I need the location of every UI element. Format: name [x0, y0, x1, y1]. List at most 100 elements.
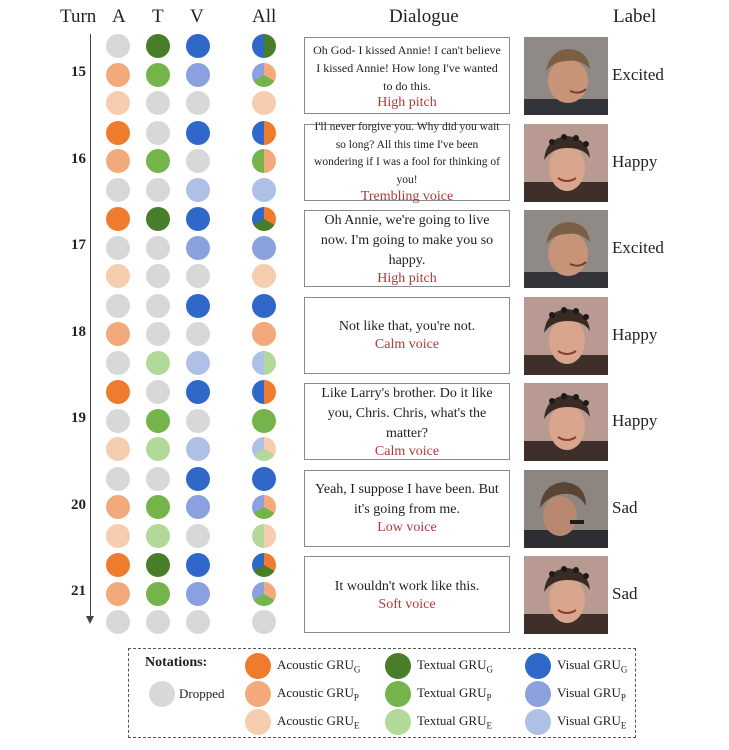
- fused-state-circle: [252, 264, 276, 288]
- state-circle-visual-g: [186, 120, 210, 145]
- legend-textual-e-label: Textual GRUE: [417, 713, 492, 731]
- emotion-label: Happy: [612, 324, 658, 344]
- state-circle-dropped: [146, 235, 170, 260]
- dialogue-box: I'll never forgive you. Why did you wait…: [304, 121, 510, 204]
- textual-header: T: [152, 6, 164, 27]
- dialogue-text: Oh Annie, we're going to live now. I'm g…: [320, 212, 494, 268]
- emotion-label: Sad: [612, 584, 638, 603]
- turn-number: 17: [71, 237, 86, 253]
- speaker-face-image: [524, 383, 608, 461]
- legend-acoustic-p-label: Acoustic GRUP: [277, 685, 359, 703]
- state-circle-acoustic-e: [106, 523, 130, 548]
- dialogue-header: Dialogue: [389, 6, 459, 27]
- state-circle-acoustic-e: [106, 437, 130, 461]
- dialogue-text: I'll never forgive you. Why did you wait…: [314, 121, 500, 186]
- dialogue-box: Oh God- I kissed Annie! I can't believe …: [304, 37, 510, 114]
- state-circle-visual-g: [186, 293, 210, 318]
- state-circle-dropped: [106, 408, 130, 433]
- state-circle-visual-g: [186, 553, 210, 577]
- dialogue-box: It wouldn't work like this. Soft voice: [304, 556, 510, 633]
- fused-state-circle: [252, 523, 276, 548]
- legend-acoustic-e-swatch: [245, 709, 271, 735]
- state-circle-textual-e: [146, 437, 170, 461]
- legend-dropped-swatch: [149, 681, 175, 707]
- dialogue-box: Yeah, I suppose I have been. But it's go…: [304, 469, 510, 547]
- state-circle-textual-p: [146, 581, 170, 606]
- state-circle-visual-e: [186, 350, 210, 375]
- voice-annotation: High pitch: [377, 270, 437, 286]
- state-circle-textual-p: [146, 62, 170, 87]
- legend-textual-g-swatch: [385, 653, 411, 679]
- state-circle-dropped: [146, 120, 170, 145]
- turn-timeline-line: [90, 34, 91, 618]
- dialogue-box: Not like that, you're not. Calm voice: [304, 296, 510, 374]
- fused-state-circle: [252, 207, 276, 231]
- legend-visual-p-label: Visual GRUP: [557, 685, 626, 703]
- fused-state-circle: [252, 149, 276, 173]
- turn-number: 16: [71, 150, 86, 167]
- state-circle-textual-e: [146, 350, 170, 375]
- state-circle-textual-g: [146, 553, 170, 577]
- state-circle-acoustic-e: [106, 264, 130, 288]
- state-circle-acoustic-e: [106, 91, 130, 115]
- voice-annotation: Trembling voice: [360, 189, 454, 204]
- state-circle-dropped: [186, 264, 210, 288]
- legend-box: Notations: Dropped Acoustic GRUG Acousti…: [128, 648, 636, 738]
- legend-acoustic-g-swatch: [245, 653, 271, 679]
- fused-state-circle: [252, 408, 276, 433]
- fused-state-circle: [252, 120, 276, 145]
- dialogue-text: Like Larry's brother. Do it like you, Ch…: [321, 385, 493, 441]
- fused-state-circle: [252, 235, 276, 260]
- legend-visual-e-swatch: [525, 709, 551, 735]
- fused-state-circle: [252, 91, 276, 115]
- state-circle-dropped: [106, 293, 130, 318]
- legend-dropped-label: Dropped: [179, 686, 225, 701]
- dialogue-box: Oh Annie, we're going to live now. I'm g…: [304, 210, 510, 287]
- state-circle-visual-g: [186, 207, 210, 231]
- legend-visual-g-label: Visual GRUG: [557, 657, 628, 675]
- turn-number: 18: [71, 323, 86, 340]
- state-circle-visual-p: [186, 235, 210, 260]
- state-circle-dropped: [146, 264, 170, 288]
- state-circle-visual-p: [186, 581, 210, 606]
- emotion-label: Excited: [612, 65, 664, 84]
- legend-textual-p-label: Textual GRUP: [417, 685, 492, 703]
- state-circle-dropped: [186, 149, 210, 173]
- speaker-face-image: [524, 123, 608, 202]
- fused-state-circle: [252, 581, 276, 606]
- turn-timeline-arrowhead: [86, 616, 94, 624]
- state-circle-dropped: [146, 293, 170, 318]
- state-circle-dropped: [186, 610, 210, 634]
- fused-state-circle: [252, 62, 276, 87]
- state-circle-acoustic-g: [106, 380, 130, 404]
- dialogue-text: Oh God- I kissed Annie! I can't believe …: [313, 42, 501, 93]
- turn-number: 15: [71, 64, 86, 80]
- voice-annotation: Low voice: [377, 520, 437, 535]
- dialogue-text: Not like that, you're not.: [338, 319, 476, 334]
- legend-visual-p-swatch: [525, 681, 551, 707]
- speaker-face-image: [524, 296, 608, 375]
- legend-visual-e-label: Visual GRUE: [557, 713, 627, 731]
- state-circle-textual-g: [146, 34, 170, 58]
- state-circle-dropped: [186, 408, 210, 433]
- state-circle-acoustic-p: [106, 322, 130, 346]
- visual-header: V: [190, 6, 204, 27]
- speaker-face-image: [524, 469, 608, 548]
- legend-acoustic-p-swatch: [245, 681, 271, 707]
- state-circle-dropped: [146, 322, 170, 346]
- state-circle-acoustic-g: [106, 207, 130, 231]
- legend-textual-g-label: Textual GRUG: [417, 657, 493, 675]
- speaker-face-image: [524, 37, 608, 115]
- state-circle-visual-g: [186, 34, 210, 58]
- state-circle-dropped: [186, 523, 210, 548]
- state-circle-acoustic-g: [106, 553, 130, 577]
- emotion-label: Happy: [612, 411, 658, 430]
- all-header: All: [252, 6, 277, 27]
- state-circle-acoustic-g: [106, 120, 130, 145]
- legend-title: Notations:: [145, 655, 208, 670]
- emotion-label: Excited: [612, 238, 664, 257]
- acoustic-header: A: [112, 6, 126, 27]
- turn-number: 20: [71, 496, 86, 513]
- fused-state-circle: [252, 495, 276, 519]
- state-circle-textual-p: [146, 149, 170, 173]
